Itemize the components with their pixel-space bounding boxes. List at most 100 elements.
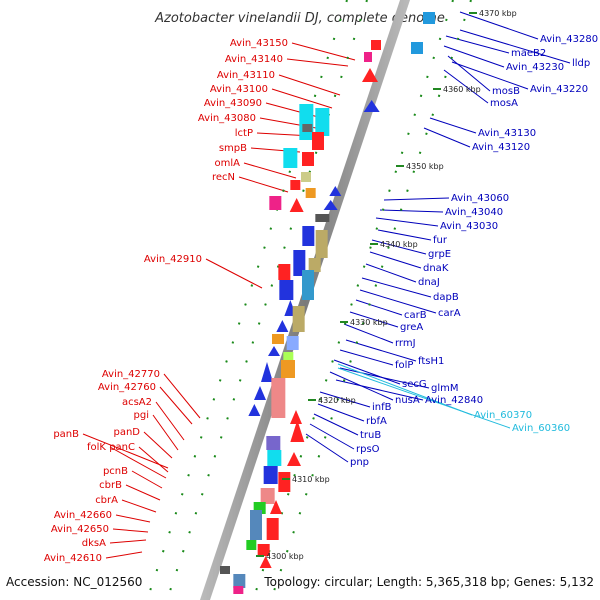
left-gene-label: Avin_43140 bbox=[225, 54, 283, 65]
right-leader-line bbox=[377, 229, 432, 241]
left-leader-line bbox=[105, 551, 143, 559]
left-leader-line bbox=[138, 446, 169, 473]
left-gene-label: Avin_42660 bbox=[54, 510, 112, 521]
right-leader-line bbox=[365, 263, 417, 283]
right-gene-label: dapB bbox=[433, 292, 459, 303]
left-leader-line bbox=[159, 386, 193, 425]
left-leader-line bbox=[238, 176, 289, 193]
left-leader-line bbox=[112, 528, 149, 533]
gene-block bbox=[302, 124, 313, 132]
left-leader-line bbox=[131, 470, 163, 489]
gene-block bbox=[286, 336, 299, 350]
left-gene-label: acsA2 bbox=[122, 397, 152, 408]
right-gene-label: Avin_43060 bbox=[451, 193, 509, 204]
gene-block bbox=[269, 196, 282, 210]
right-leader-line bbox=[349, 311, 399, 328]
right-leader-line bbox=[345, 339, 417, 362]
right-leader-line bbox=[355, 299, 403, 316]
right-gene-label: grpE bbox=[428, 249, 451, 260]
right-gene-label: Avin_43220 bbox=[530, 84, 588, 95]
left-leader-line bbox=[109, 539, 147, 544]
right-gene-label: Avin_42840 bbox=[425, 395, 483, 406]
left-gene-label: pcnB bbox=[103, 466, 128, 477]
right-leader-line bbox=[305, 433, 349, 463]
right-gene-label: secG bbox=[402, 379, 427, 390]
right-gene-label: carB bbox=[404, 310, 427, 321]
gene-arrow-marker bbox=[287, 452, 301, 466]
left-leader-line bbox=[109, 446, 167, 479]
left-leader-line bbox=[143, 431, 173, 459]
gene-block bbox=[220, 566, 230, 574]
left-leader-line bbox=[121, 499, 157, 513]
right-leader-line bbox=[335, 379, 424, 401]
gene-block bbox=[267, 450, 282, 466]
right-leader-line bbox=[359, 289, 437, 314]
right-leader-line bbox=[375, 217, 439, 227]
left-leader-line bbox=[125, 484, 161, 501]
gene-block bbox=[279, 280, 294, 300]
gene-arrow-marker bbox=[289, 198, 304, 212]
right-leader-line bbox=[343, 323, 394, 344]
left-gene-label: lctP bbox=[235, 128, 253, 139]
left-gene-label: Avin_43150 bbox=[230, 38, 288, 49]
scale-tick-label: 4300 kbp bbox=[266, 552, 304, 561]
left-gene-label: Avin_42610 bbox=[44, 553, 102, 564]
scale-tick-label: 4350 kbp bbox=[406, 162, 444, 171]
gene-block bbox=[292, 306, 305, 332]
left-gene-label: Avin_42770 bbox=[102, 369, 160, 380]
accession-text: Accession: NC_012560 bbox=[6, 575, 142, 589]
gene-block bbox=[272, 334, 284, 344]
gene-block bbox=[302, 270, 314, 300]
right-leader-line bbox=[423, 127, 471, 148]
gene-arrow-marker bbox=[290, 410, 302, 424]
right-gene-label: mosB bbox=[492, 86, 520, 97]
left-gene-label: smpB bbox=[219, 143, 247, 154]
gene-arrow-marker bbox=[290, 420, 305, 442]
gene-features bbox=[220, 12, 435, 594]
scale-tick-label: 4310 kbp bbox=[292, 475, 330, 484]
left-gene-label: panD bbox=[113, 427, 140, 438]
gene-block bbox=[233, 586, 244, 594]
right-gene-label: Avin_43130 bbox=[478, 128, 536, 139]
right-leader-line bbox=[443, 69, 489, 104]
gene-block bbox=[315, 108, 330, 136]
right-gene-label: maeB2 bbox=[511, 48, 546, 59]
left-gene-labels: Avin_43150 Avin_43140 Avin_43110 Avin_43100… bbox=[44, 38, 288, 564]
left-gene-label: Avin_43100 bbox=[210, 84, 268, 95]
gene-block bbox=[283, 148, 298, 168]
gene-block bbox=[233, 574, 246, 588]
left-gene-label: Avin_42760 bbox=[98, 382, 156, 393]
right-gene-label: carA bbox=[438, 308, 461, 319]
gene-block bbox=[266, 436, 281, 450]
left-leader-line bbox=[163, 373, 201, 419]
gene-block bbox=[312, 132, 324, 150]
right-gene-label: Avin_43230 bbox=[506, 62, 564, 73]
left-gene-label: Avin_43090 bbox=[204, 98, 262, 109]
gene-arrow-marker bbox=[268, 346, 280, 356]
right-leader-line bbox=[379, 209, 444, 213]
right-leader-line bbox=[369, 251, 422, 269]
right-gene-label: rrmJ bbox=[395, 338, 416, 349]
cyan-gene-label: Avin_60370 bbox=[474, 410, 532, 421]
right-gene-label: rpsO bbox=[356, 444, 380, 455]
right-gene-label: Avin_43030 bbox=[440, 221, 498, 232]
left-gene-label: Avin_42910 bbox=[144, 254, 202, 265]
cyan-leader-line bbox=[337, 367, 511, 429]
scale-tick-label: 4330 kbp bbox=[350, 318, 388, 327]
gene-block bbox=[411, 42, 423, 54]
gene-arrow-marker bbox=[261, 362, 273, 382]
right-leader-line bbox=[319, 391, 371, 408]
gene-block bbox=[246, 540, 257, 550]
left-gene-label: pgi bbox=[134, 410, 149, 421]
right-leader-line bbox=[447, 55, 491, 92]
right-leader-line bbox=[371, 239, 427, 255]
gene-block bbox=[302, 226, 315, 246]
left-gene-label: omlA bbox=[215, 158, 241, 169]
label-leader-lines bbox=[82, 11, 571, 559]
gene-block bbox=[290, 180, 301, 190]
right-gene-label: fur bbox=[433, 235, 448, 246]
scale-ticks: 4370 kbp 4360 kbp 4350 kbp 4340 kbp 4330 kbp… bbox=[256, 9, 517, 561]
left-gene-label: Avin_43110 bbox=[217, 70, 275, 81]
cyan-gene-label: Avin_60360 bbox=[512, 423, 570, 434]
